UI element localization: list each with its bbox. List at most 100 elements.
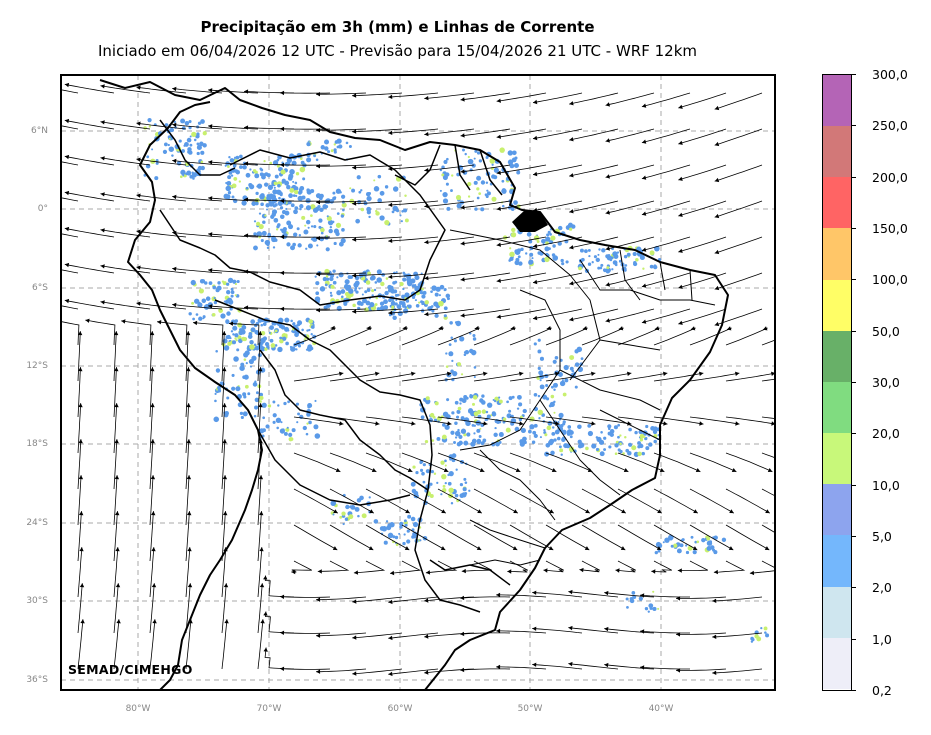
- precip-cell: [345, 141, 349, 145]
- precip-cell: [188, 312, 192, 316]
- precip-cell: [277, 346, 283, 353]
- precip-cell: [245, 186, 249, 190]
- precip-cell: [396, 304, 402, 309]
- streamline-arrow: [424, 598, 429, 603]
- streamline: [581, 452, 629, 473]
- precip-cell: [383, 540, 388, 545]
- precip-cell: [242, 375, 246, 380]
- precip-cell: [495, 441, 500, 447]
- precip-cell: [513, 162, 519, 169]
- precip-cell: [587, 248, 591, 252]
- precip-cell: [473, 157, 476, 160]
- precip-cell: [450, 336, 453, 340]
- precip-cell: [536, 240, 540, 244]
- precip-cell: [599, 266, 603, 270]
- precip-cell: [421, 294, 426, 299]
- precip-cell: [649, 264, 654, 269]
- map-background: [61, 75, 775, 690]
- precip-cell: [195, 313, 199, 316]
- precip-cell: [235, 339, 238, 342]
- precip-cell: [498, 399, 503, 404]
- precip-cell: [265, 203, 270, 208]
- streamline: [293, 372, 344, 382]
- streamline-arrow: [29, 154, 33, 158]
- precip-cell: [420, 309, 425, 313]
- streamline-arrow: [244, 89, 249, 94]
- precip-cell: [544, 246, 550, 252]
- streamline: [61, 305, 79, 310]
- streamline: [77, 475, 82, 526]
- lat-label-0: 0°: [37, 204, 48, 214]
- streamline: [61, 125, 79, 130]
- precip-cell: [450, 502, 454, 505]
- precip-cell: [678, 543, 681, 546]
- precip-cell: [253, 220, 257, 223]
- precip-cell: [476, 175, 482, 181]
- precip-cell: [551, 253, 556, 257]
- precip-cell: [403, 519, 407, 523]
- streamline-arrow: [714, 213, 720, 219]
- streamline: [185, 331, 189, 382]
- streamline: [172, 304, 223, 310]
- precip-cell: [458, 434, 463, 440]
- streamline-arrow: [641, 319, 647, 324]
- precip-cell: [301, 215, 306, 220]
- precip-cell: [310, 325, 315, 329]
- precip-cell: [269, 161, 273, 165]
- precip-cell: [353, 282, 359, 288]
- streamline-arrow: [604, 590, 609, 596]
- streamline-arrow: [735, 371, 740, 376]
- precip-cell: [232, 325, 238, 331]
- precip-cell: [274, 344, 278, 347]
- streamline-arrow: [546, 326, 552, 331]
- streamline-arrow: [677, 568, 682, 573]
- precip-cell: [154, 176, 159, 181]
- precip-cell: [406, 277, 412, 283]
- streamline-arrow: [801, 509, 806, 513]
- precip-cell: [297, 323, 301, 327]
- streamline-arrow: [185, 331, 191, 336]
- precipitation-field: [143, 117, 770, 643]
- precip-cell: [259, 395, 264, 401]
- streamline-arrow: [257, 331, 263, 336]
- precip-cell: [236, 348, 240, 352]
- precip-cell: [474, 149, 478, 153]
- precip-cell: [419, 539, 422, 542]
- streamline-arrow: [280, 162, 285, 168]
- streamline-arrow: [352, 93, 357, 98]
- precip-cell: [377, 174, 382, 179]
- precip-cell: [460, 338, 463, 341]
- precip-cell: [449, 321, 453, 325]
- streamline: [605, 272, 655, 286]
- streamline-arrow: [483, 421, 488, 426]
- streamline: [641, 164, 691, 180]
- precip-cell: [473, 366, 477, 369]
- precip-cell: [366, 288, 371, 292]
- precip-cell: [537, 409, 544, 416]
- precip-cell: [441, 165, 445, 169]
- streamline-arrow: [676, 668, 681, 673]
- streamline-arrow: [713, 569, 718, 575]
- streamline-arrow: [115, 511, 120, 516]
- precip-cell: [259, 400, 262, 403]
- precip-cell: [198, 288, 204, 294]
- precip-cell: [269, 338, 274, 343]
- precip-cell: [348, 514, 354, 520]
- precip-cell: [442, 487, 447, 493]
- precip-cell: [330, 149, 334, 153]
- streamline: [459, 668, 511, 671]
- streamline-arrow: [388, 599, 393, 605]
- precip-cell: [230, 290, 235, 295]
- precip-cell: [568, 446, 575, 452]
- streamline: [149, 547, 155, 598]
- precip-cell: [178, 139, 182, 143]
- precip-cell: [216, 369, 220, 373]
- precip-cell: [510, 232, 517, 238]
- precip-cell: [225, 181, 228, 185]
- precip-cell: [345, 285, 351, 291]
- streamline: [437, 416, 488, 425]
- precip-cell: [414, 283, 417, 287]
- streamline: [365, 416, 416, 425]
- precip-cell: [390, 289, 396, 294]
- precip-cell: [226, 282, 230, 286]
